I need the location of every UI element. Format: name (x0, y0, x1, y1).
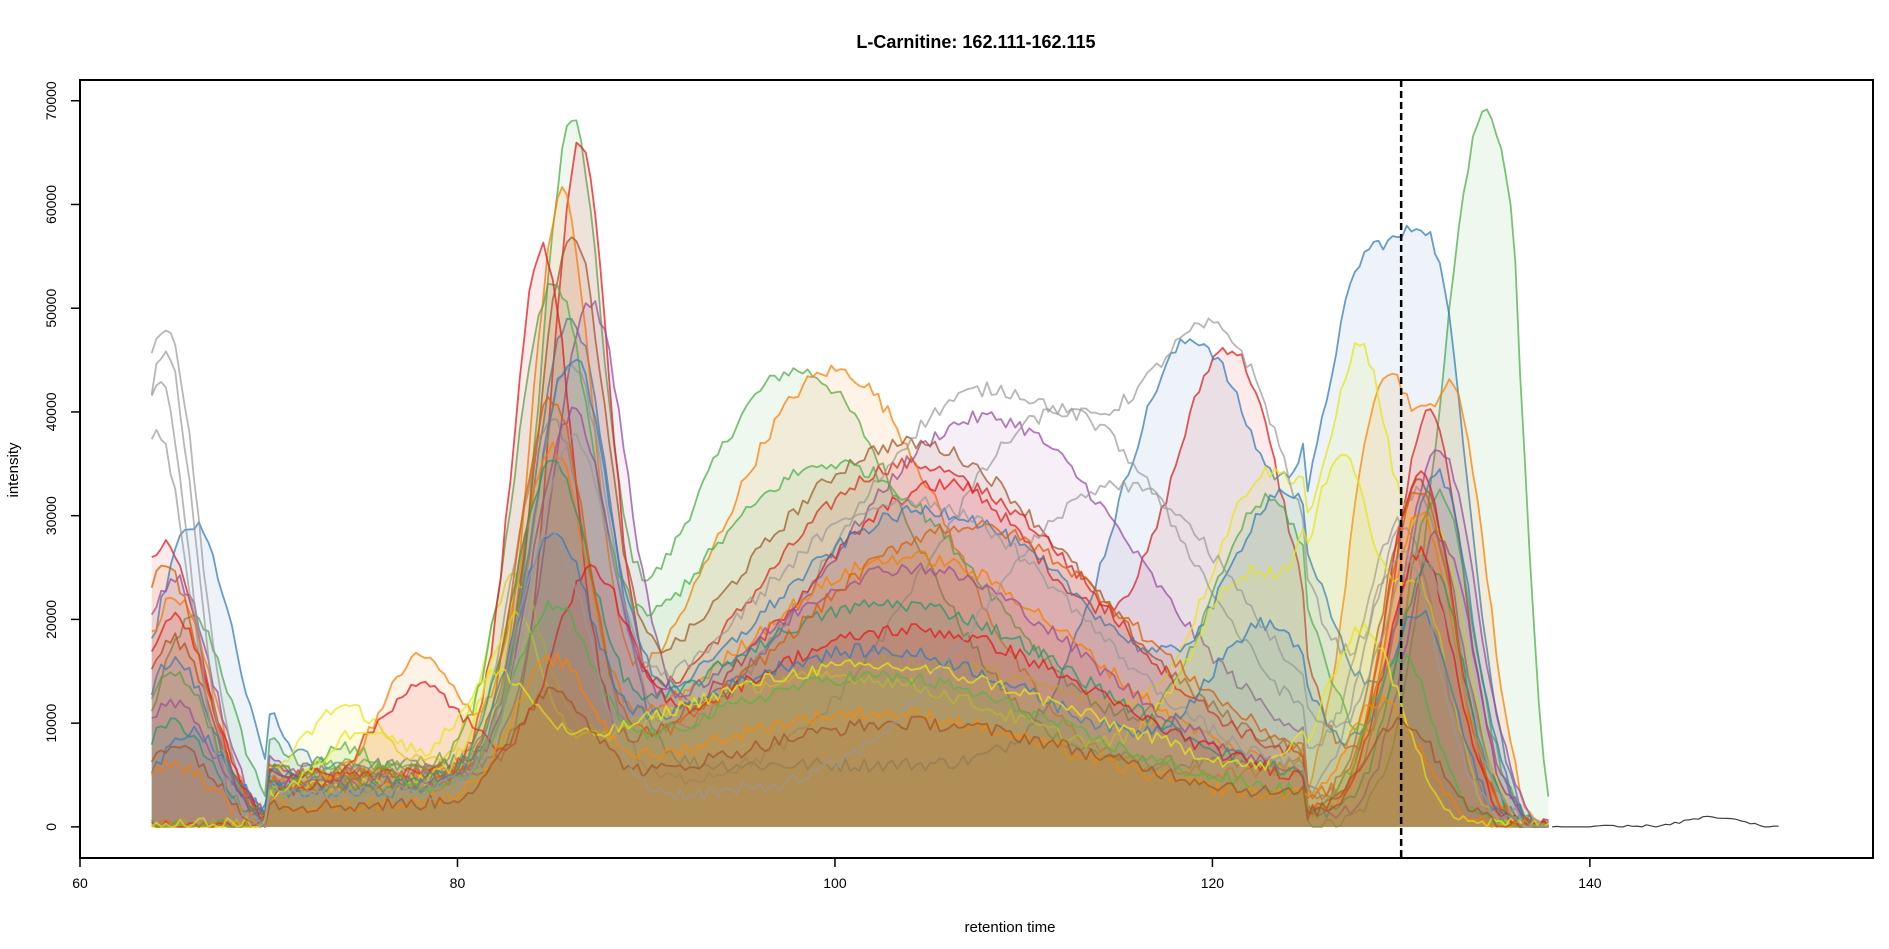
x-tick-label: 60 (72, 875, 88, 891)
plot-frame (79, 79, 1874, 859)
trace-line (150, 236, 1549, 828)
chart-title: L-Carnitine: 162.111-162.115 (856, 32, 1095, 52)
x-axis-label: retention time (965, 919, 1056, 936)
trace-fill (151, 359, 1549, 827)
y-axis-label: intensity (5, 442, 22, 498)
trace-fill (151, 460, 1549, 827)
y-tick-label: 10000 (43, 703, 59, 742)
trace-fill (151, 600, 1549, 827)
trace-line (150, 396, 1550, 828)
trace-fill (151, 454, 1549, 827)
trace-line (151, 622, 1549, 828)
trace-line (150, 381, 1549, 828)
trace-line (150, 600, 1549, 828)
trace-fill (151, 109, 1549, 827)
trace-line (150, 686, 1549, 828)
y-tick-label: 20000 (43, 600, 59, 639)
trace-fill (151, 533, 1549, 827)
trace-fill (151, 142, 1549, 827)
trace-fill (151, 546, 1549, 827)
trace-fill (151, 186, 1549, 827)
trace-line (150, 532, 1549, 828)
trace-fill (151, 442, 1549, 827)
y-tick-label: 70000 (43, 81, 59, 120)
trace-line (150, 652, 1549, 828)
y-tick-label: 50000 (43, 289, 59, 328)
axes-layer: 60 80 100 120 140 0 10000 20000 30000 40000 50000 6… (43, 79, 1874, 891)
x-tick-label: 80 (450, 875, 466, 891)
y-tick-label: 60000 (43, 185, 59, 224)
trace-line (1552, 815, 1779, 828)
y-tick-label: 0 (43, 823, 59, 831)
y-tick-label: 40000 (43, 392, 59, 431)
x-tick-label: 100 (823, 875, 847, 891)
traces-layer (150, 80, 1779, 858)
x-tick-label: 120 (1201, 875, 1225, 891)
trace-fill (151, 687, 1549, 827)
y-tick-label: 30000 (43, 496, 59, 535)
trace-line (151, 545, 1550, 828)
trace-fill (151, 623, 1549, 827)
trace-line (150, 350, 1549, 828)
trace-fill (151, 301, 1549, 827)
trace-fill (151, 225, 1549, 827)
x-tick-label: 140 (1578, 875, 1602, 891)
trace-line (151, 454, 1549, 828)
trace-line (150, 358, 1549, 828)
